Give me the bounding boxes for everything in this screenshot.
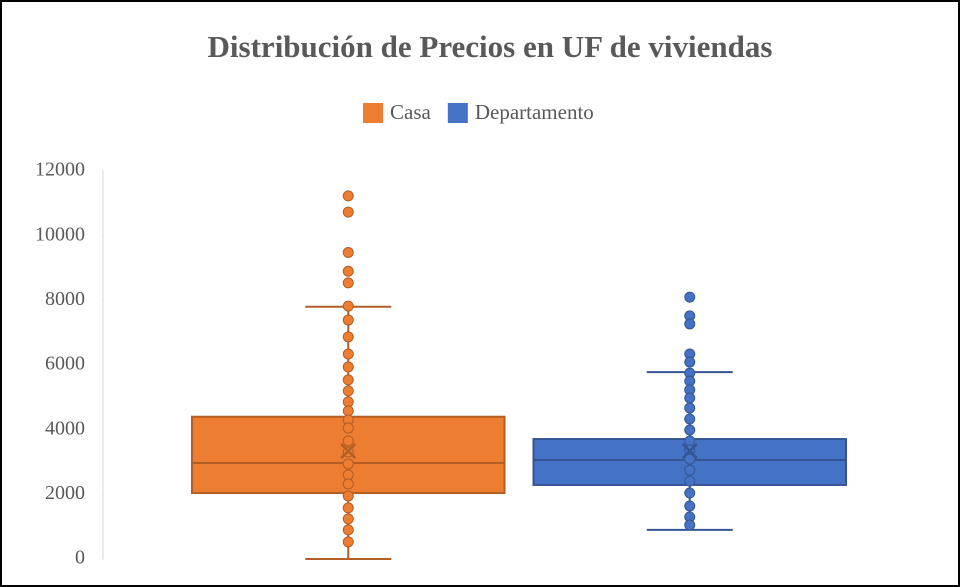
- outlier-point: [684, 500, 696, 512]
- outlier-point: [684, 356, 696, 368]
- outlier-point: [684, 464, 696, 476]
- legend-swatch: [447, 103, 468, 123]
- y-tick-label: 2000: [45, 482, 85, 504]
- mean-marker: [681, 443, 698, 459]
- outlier-point: [342, 265, 354, 277]
- outlier-point: [342, 478, 354, 490]
- outlier-point: [684, 392, 696, 404]
- outlier-point: [684, 475, 696, 487]
- outlier-point: [684, 453, 696, 465]
- outlier-point: [342, 331, 354, 343]
- mean-marker: [340, 443, 357, 459]
- y-tick-label: 12000: [35, 159, 85, 181]
- y-tick-label: 0: [75, 547, 85, 569]
- outlier-point: [342, 458, 354, 470]
- outlier-point: [684, 519, 696, 531]
- legend-label: Casa: [390, 100, 432, 124]
- outlier-point: [684, 435, 696, 447]
- y-tick-label: 6000: [45, 353, 85, 375]
- outlier-point: [342, 246, 354, 258]
- outlier-point: [342, 524, 354, 536]
- outlier-point: [684, 487, 696, 499]
- outlier-point: [342, 277, 354, 289]
- outlier-point: [684, 402, 696, 414]
- outlier-point: [342, 405, 354, 417]
- outlier-point: [342, 300, 354, 312]
- outlier-point: [342, 361, 354, 373]
- outlier-point: [342, 422, 354, 434]
- outlier-point: [342, 469, 354, 481]
- outlier-point: [684, 413, 696, 425]
- y-tick-label: 10000: [35, 223, 85, 245]
- y-tick-label: 4000: [45, 417, 85, 439]
- outlier-point: [342, 536, 354, 548]
- legend-swatch: [363, 103, 383, 123]
- outlier-point: [684, 291, 696, 303]
- legend-label: Departamento: [475, 100, 594, 124]
- outlier-point: [342, 206, 354, 218]
- outlier-point: [342, 348, 354, 360]
- outlier-point: [342, 374, 354, 386]
- y-tick-label: 8000: [45, 288, 85, 310]
- outlier-point: [342, 190, 354, 202]
- outlier-point: [342, 385, 354, 397]
- outlier-point: [342, 396, 354, 408]
- outlier-point: [342, 502, 354, 514]
- outlier-point: [684, 424, 696, 436]
- outlier-point: [342, 314, 354, 326]
- outlier-point: [342, 435, 354, 447]
- outlier-point: [342, 513, 354, 525]
- chart-title: Distribución de Precios en UF de viviend…: [208, 29, 773, 64]
- outlier-point: [684, 318, 696, 330]
- outlier-point: [342, 490, 354, 502]
